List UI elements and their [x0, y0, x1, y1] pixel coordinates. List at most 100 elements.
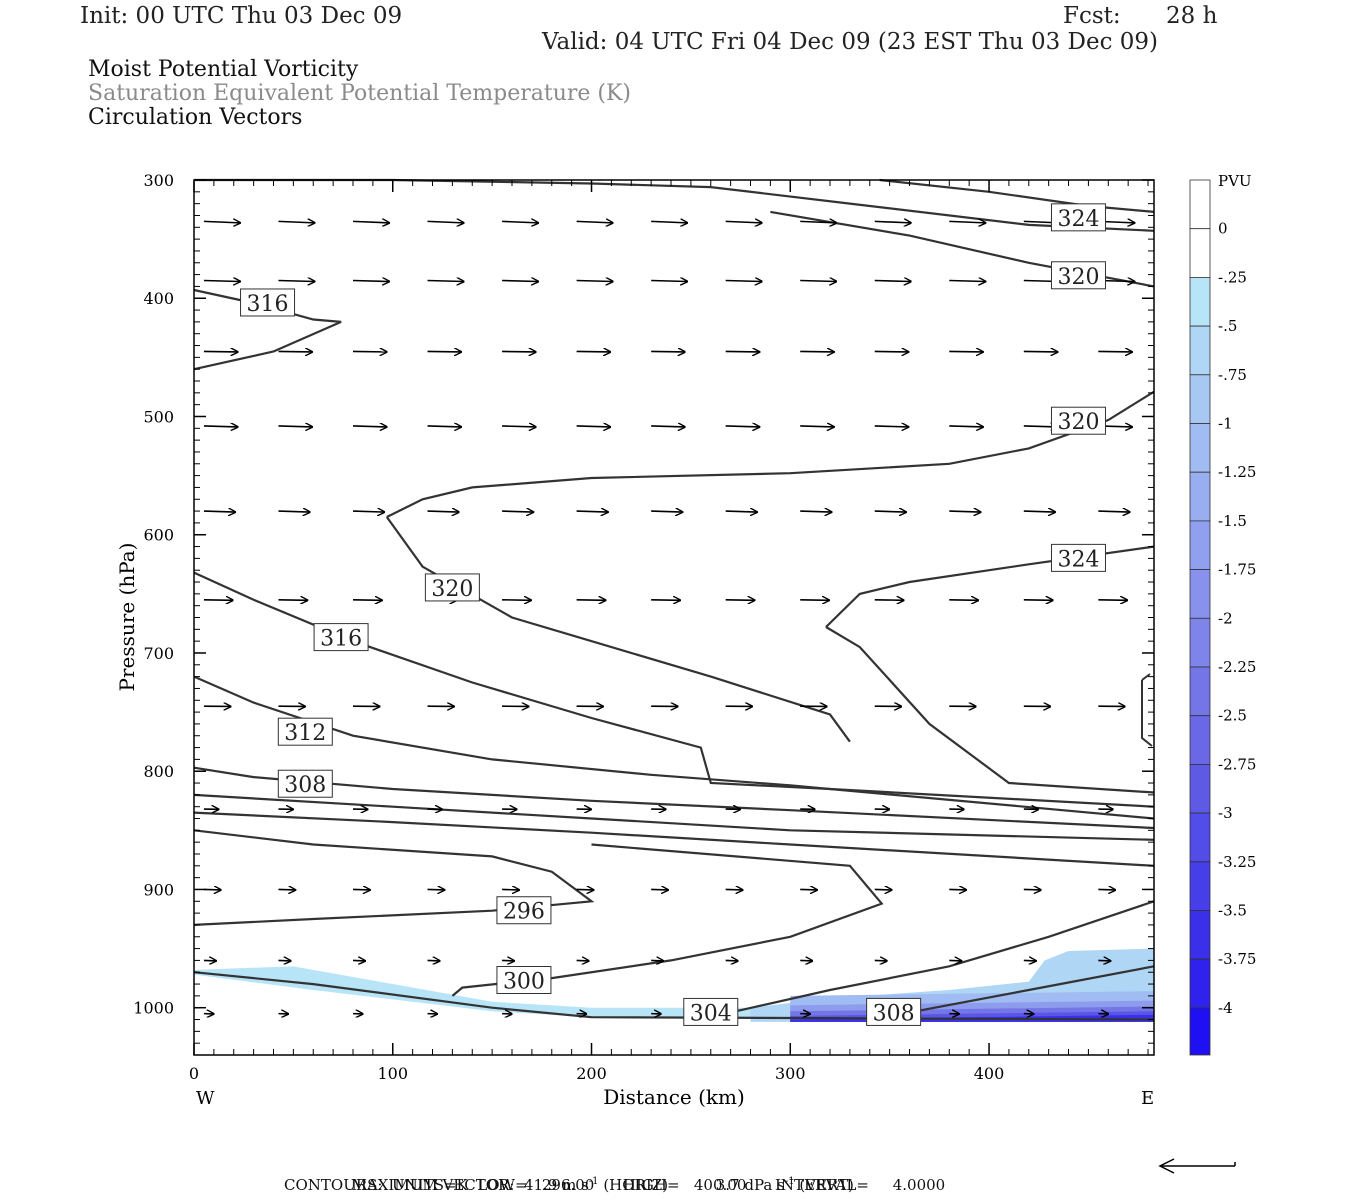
circulation-vector	[949, 600, 978, 601]
theta-es-contour	[193, 811, 1155, 867]
circulation-vector	[427, 889, 445, 890]
circulation-vector	[352, 889, 370, 890]
title-theta-es: Saturation Equivalent Potential Temperat…	[88, 81, 631, 106]
circulation-vector	[278, 889, 295, 890]
contour-label: 316	[247, 292, 289, 317]
colorbar-swatch	[1189, 715, 1211, 765]
circulation-vector	[576, 221, 613, 223]
colorbar-label: -3.25	[1218, 853, 1256, 871]
theta-es-contour	[193, 766, 1155, 830]
theta-es-contour	[194, 178, 1155, 232]
circulation-vector	[1023, 889, 1041, 890]
circulation-vector	[352, 221, 389, 223]
contour-label: 320	[1057, 265, 1099, 290]
x-tick-label: 100	[377, 1064, 408, 1083]
circulation-vector	[576, 889, 594, 890]
circulation-vector	[949, 281, 985, 282]
contour-label: 312	[284, 721, 326, 746]
max-vert-exponent: -1	[784, 1176, 795, 1187]
x-tick-label: 0	[189, 1064, 199, 1083]
circulation-vector	[1098, 960, 1110, 961]
circulation-vector	[874, 600, 904, 601]
circulation-vector	[725, 889, 743, 890]
circulation-vector	[725, 960, 738, 961]
init-time: Init: 00 UTC Thu 03 Dec 09	[80, 3, 403, 29]
circulation-vector	[203, 960, 216, 961]
contour-label-box	[496, 966, 552, 995]
theta-es-contour	[193, 793, 1155, 841]
circulation-vector	[800, 426, 834, 427]
circulation-vector	[949, 221, 985, 223]
circulation-vector	[352, 351, 387, 352]
circulation-vector	[502, 511, 533, 512]
max-vector-label: MAXIMUM VECTOR:	[351, 1176, 515, 1194]
colorbar-label: -2	[1218, 609, 1233, 627]
circulation-vector	[725, 426, 760, 427]
colorbar-label: 0	[1218, 220, 1228, 238]
circulation-vector	[949, 351, 983, 352]
contour-label: 296	[503, 900, 545, 925]
y-tick-label: 900	[143, 880, 174, 899]
circulation-vector	[1098, 889, 1115, 890]
colorbar-label: -4	[1218, 999, 1233, 1017]
colorbar-label: -1	[1218, 415, 1233, 433]
colorbar-swatch	[1189, 1007, 1211, 1056]
circulation-vector	[203, 426, 238, 427]
circulation-vector	[278, 351, 312, 352]
colorbar-swatch	[1189, 958, 1211, 1009]
circulation-vector	[427, 426, 462, 427]
circulation-vector	[576, 511, 608, 512]
circulation-vector	[278, 511, 309, 512]
circulation-vector	[1098, 351, 1132, 352]
contour-label: 308	[284, 773, 326, 798]
contour-label-box	[683, 997, 739, 1026]
colorbar-label: -.25	[1218, 268, 1247, 286]
circulation-vector	[352, 281, 389, 282]
contour-label-box	[1050, 406, 1106, 435]
y-tick-label: 700	[143, 644, 174, 663]
circulation-vector	[576, 351, 611, 352]
circulation-vector	[278, 221, 314, 223]
circulation-vector	[203, 281, 240, 282]
contour-label-box	[1050, 203, 1106, 232]
max-vert-value: 3.7 dPa s	[715, 1176, 785, 1194]
contour-label: 308	[873, 1001, 915, 1026]
colorbar-swatch	[1189, 228, 1211, 278]
forecast-hours: 28 h	[1166, 3, 1218, 29]
colorbar-label: -3	[1218, 804, 1233, 822]
y-tick-label: 600	[143, 526, 174, 545]
theta-es-contour	[385, 516, 851, 743]
circulation-vector	[427, 511, 459, 512]
colorbar-swatch	[1189, 764, 1211, 814]
circulation-vector	[1098, 511, 1129, 512]
circulation-vector	[874, 351, 909, 352]
y-axis-label: Pressure (hPa)	[115, 543, 139, 692]
circulation-vector	[725, 351, 760, 352]
contour-label-box	[496, 896, 552, 925]
theta-es-contour	[193, 829, 595, 926]
west-label: W	[196, 1088, 215, 1109]
circulation-vector	[427, 281, 464, 282]
circulation-vector	[725, 221, 762, 223]
y-tick-label: 800	[143, 762, 174, 781]
contour-info: CONTOURS: UNITS=K LOW= 296.00 HIGH= 400.…	[284, 1176, 946, 1194]
theta-es-contour	[193, 971, 1155, 1021]
theta-es-contour	[909, 965, 1155, 1014]
contour-label: 324	[1057, 207, 1099, 232]
contour-label-box	[424, 573, 480, 602]
colorbar-label: -.75	[1218, 366, 1247, 384]
y-tick-label: 500	[143, 407, 174, 426]
circulation-vector	[352, 511, 384, 512]
circulation-vector	[949, 960, 961, 961]
y-tick-label: 300	[143, 171, 174, 190]
circulation-vector	[576, 281, 613, 282]
circulation-vector	[502, 600, 531, 601]
contour-label: 316	[320, 627, 362, 652]
circulation-vector	[949, 511, 980, 512]
colorbar-swatch	[1189, 666, 1211, 717]
colorbar-swatch	[1189, 276, 1211, 327]
max-vert-unit: (VERT)	[799, 1176, 854, 1194]
colorbar-swatch	[1189, 812, 1211, 863]
circulation-vector	[725, 600, 755, 601]
